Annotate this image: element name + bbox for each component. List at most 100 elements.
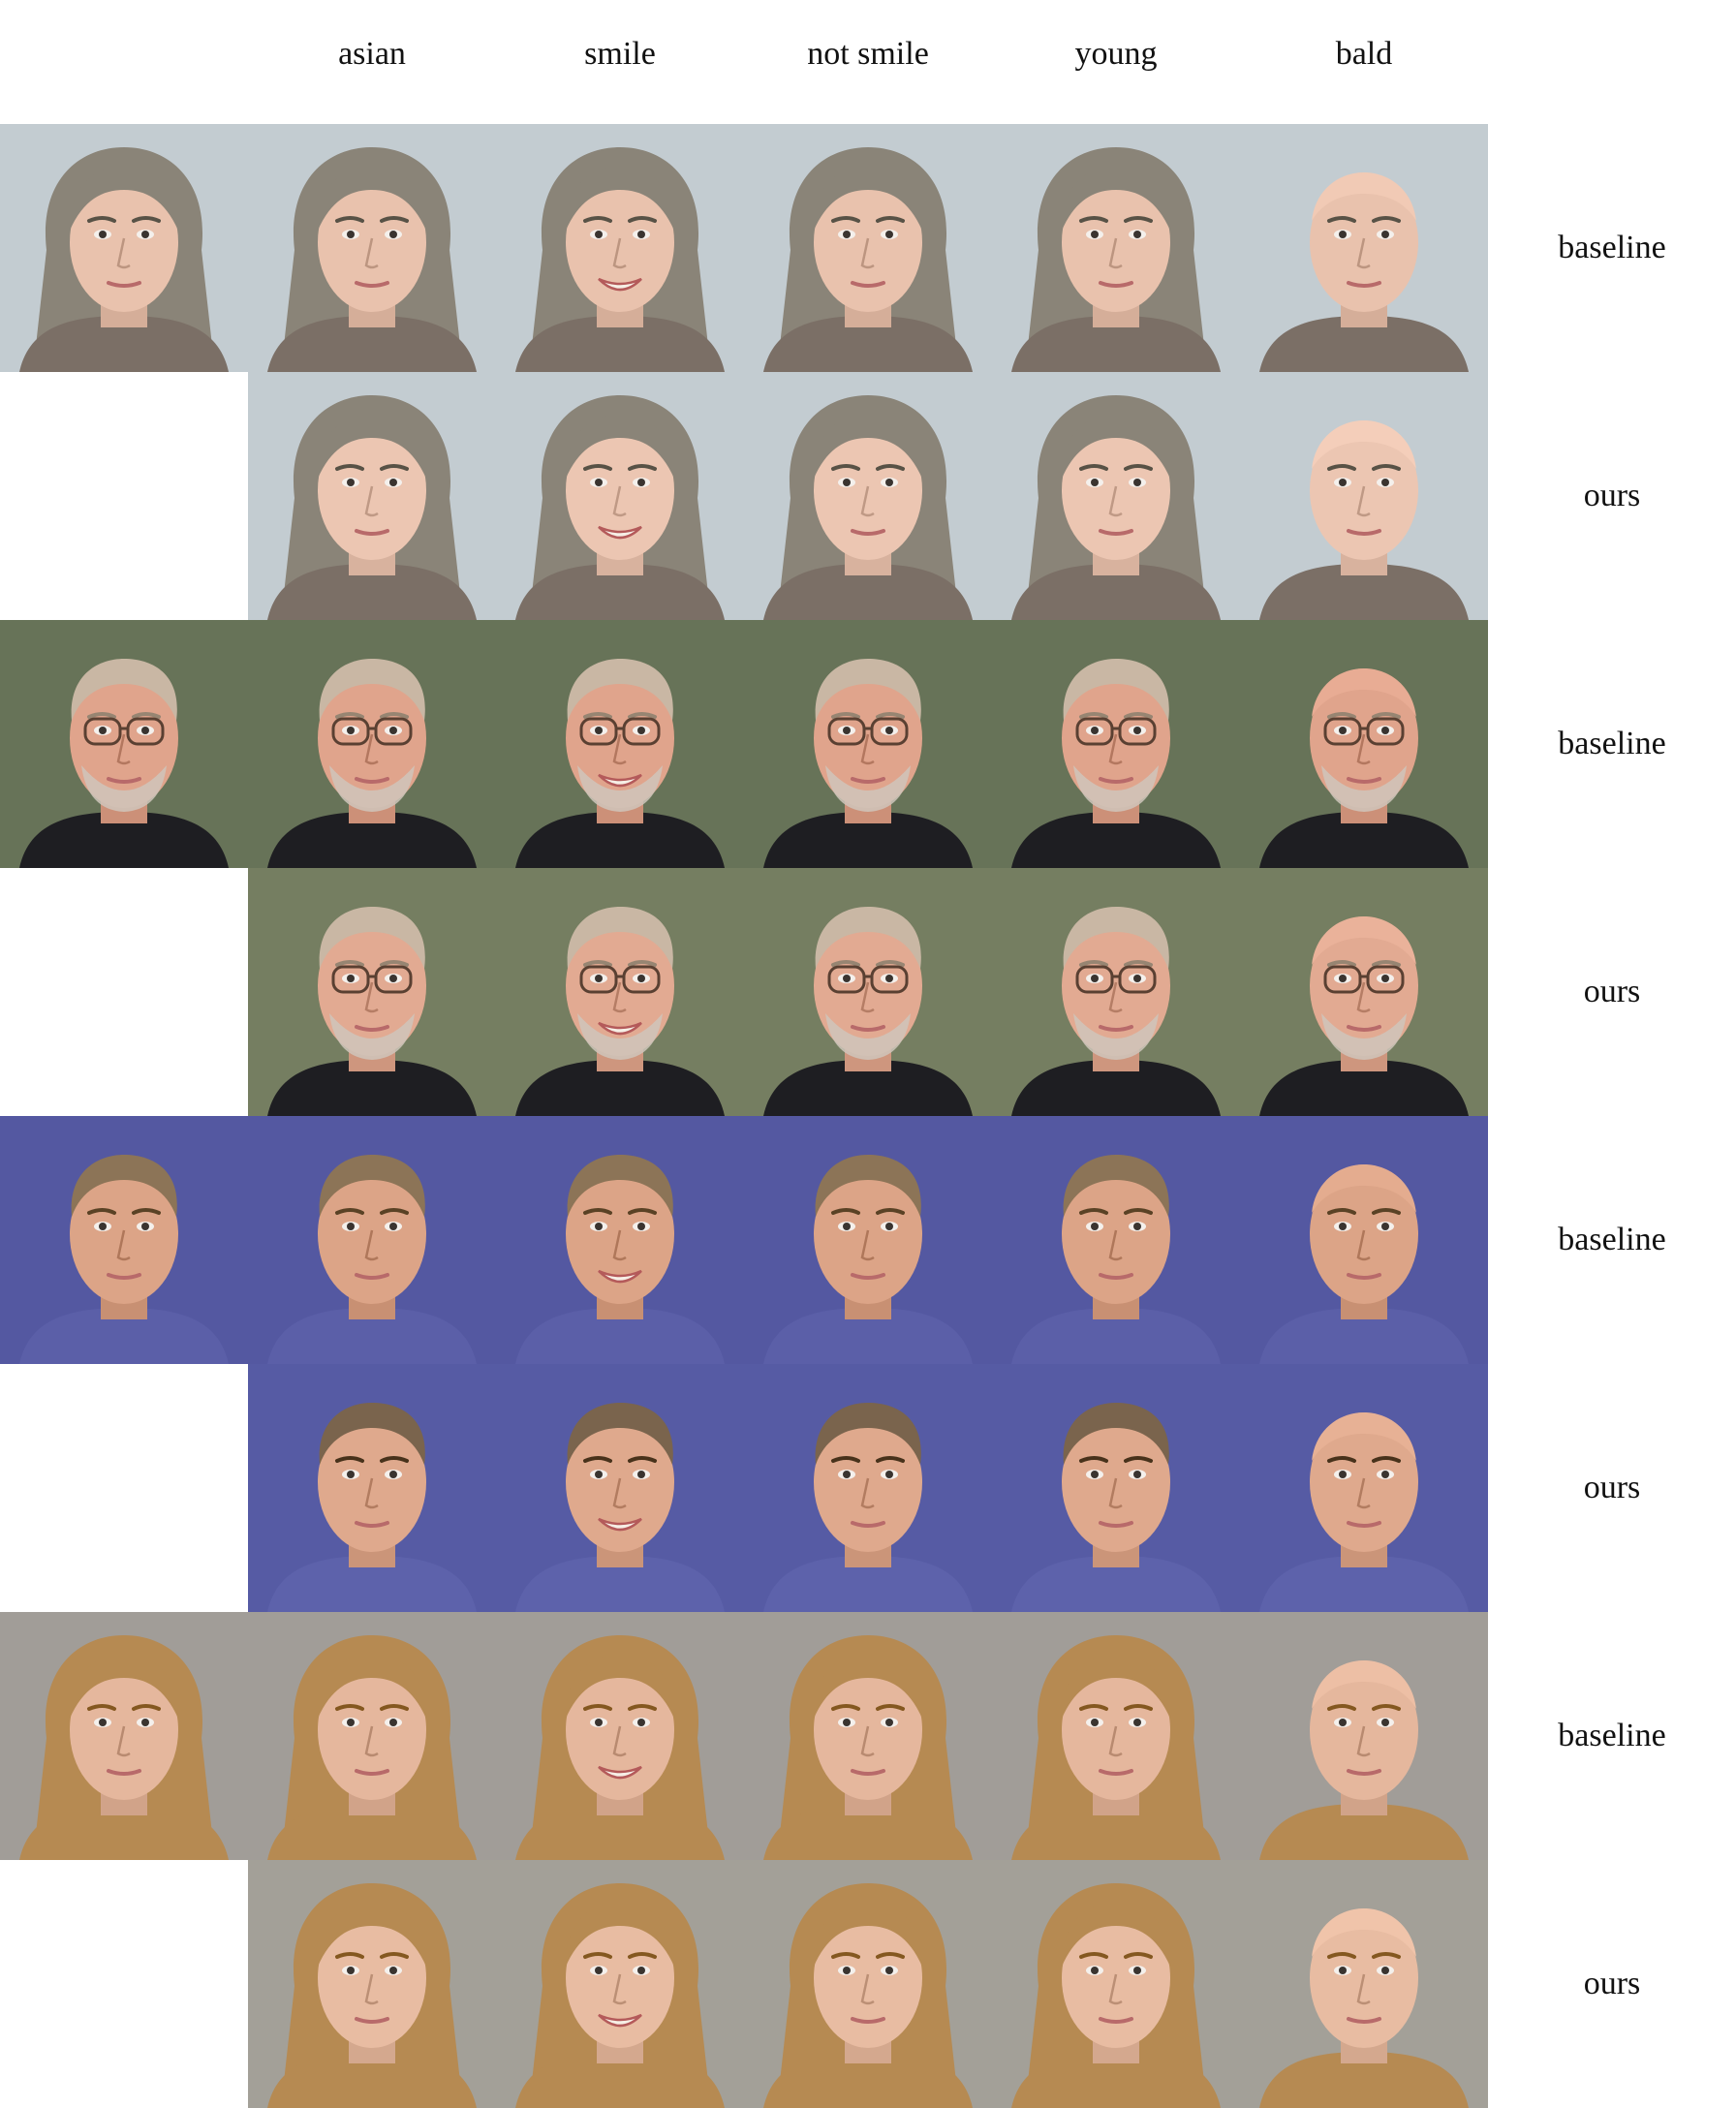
right-pupil — [1133, 975, 1141, 982]
hair-top — [566, 415, 674, 479]
left-eyebrow — [583, 1952, 612, 1959]
right-eyebrow — [1372, 1208, 1401, 1215]
mouth — [107, 1273, 141, 1280]
left-eyebrow — [1327, 1456, 1356, 1463]
right-eyebrow — [876, 1456, 905, 1463]
nose — [364, 1229, 379, 1261]
photo-ours-young — [992, 868, 1240, 1116]
hair-top — [566, 1655, 674, 1719]
hair-top — [567, 1155, 673, 1217]
beard — [329, 765, 415, 812]
shoulders — [763, 316, 973, 372]
mouth — [1099, 1025, 1133, 1032]
nose — [1108, 1229, 1123, 1261]
shoulders — [1259, 1060, 1469, 1116]
left-pupil — [843, 975, 851, 982]
mouth — [851, 1025, 885, 1032]
left-eyebrow — [831, 1952, 860, 1959]
right-eyebrow — [1124, 1456, 1153, 1463]
glasses-left-lens — [83, 717, 122, 746]
hair-top — [318, 167, 426, 231]
left-eyebrow — [583, 960, 612, 967]
nose — [1108, 237, 1123, 269]
right-eyebrow — [1124, 1952, 1153, 1959]
right-pupil — [637, 231, 645, 238]
nose — [1356, 1973, 1371, 2005]
hair-top — [319, 907, 425, 969]
column-header-young: young — [1074, 36, 1158, 72]
column-header-not-smile: not smile — [807, 36, 929, 72]
smiling-mouth — [598, 2013, 642, 2028]
hair-top — [815, 659, 921, 721]
glasses-right-lens — [1366, 965, 1405, 994]
shoulders — [515, 2052, 725, 2108]
right-eyebrow — [380, 712, 409, 719]
photo-baseline-not-smile — [744, 1612, 992, 1860]
hair-top — [1062, 1903, 1170, 1967]
mouth — [107, 1769, 141, 1776]
left-eyebrow — [87, 216, 116, 223]
right-pupil — [1133, 479, 1141, 486]
left-pupil — [1091, 479, 1099, 486]
mouth — [1347, 1273, 1381, 1280]
shoulders — [1011, 1060, 1221, 1116]
glasses-left-lens — [331, 717, 370, 746]
glasses-left-lens — [1323, 717, 1362, 746]
right-eyebrow — [380, 1208, 409, 1215]
right-pupil — [885, 975, 893, 982]
photo-baseline-young — [992, 620, 1240, 868]
left-eyebrow — [1079, 1208, 1108, 1215]
right-eyebrow — [1372, 464, 1401, 471]
shoulders — [1259, 1308, 1469, 1364]
left-pupil — [1091, 975, 1099, 982]
bald-scalp — [1312, 668, 1416, 717]
left-pupil — [595, 1719, 603, 1726]
bald-scalp — [1312, 1908, 1416, 1957]
photo-ours-asian — [248, 372, 496, 620]
left-pupil — [99, 1719, 107, 1726]
shoulders — [1011, 316, 1221, 372]
bald-scalp — [1312, 1412, 1416, 1461]
nose — [1108, 1477, 1123, 1509]
right-eyebrow — [876, 960, 905, 967]
nose — [364, 1725, 379, 1757]
nose — [1108, 1725, 1123, 1757]
hair-top — [71, 659, 177, 721]
hair-top — [1063, 1155, 1169, 1217]
nose — [1108, 733, 1123, 765]
glasses-right-lens — [1118, 965, 1157, 994]
shoulders — [763, 2052, 973, 2108]
photo-baseline-young — [992, 1116, 1240, 1364]
right-eyebrow — [380, 1456, 409, 1463]
nose — [364, 981, 379, 1013]
right-pupil — [1133, 1967, 1141, 1974]
glasses-right-lens — [374, 717, 413, 746]
nose — [116, 1725, 131, 1757]
right-pupil — [141, 231, 149, 238]
hair-top — [318, 1655, 426, 1719]
mouth — [1347, 281, 1381, 288]
left-pupil — [1339, 1471, 1347, 1478]
bald-scalp — [1312, 916, 1416, 965]
right-eyebrow — [628, 464, 657, 471]
photo-baseline-bald — [1240, 124, 1488, 372]
photo-ours-not-smile — [744, 1860, 992, 2108]
left-pupil — [1339, 1967, 1347, 1974]
left-pupil — [843, 1223, 851, 1230]
right-pupil — [1381, 479, 1389, 486]
left-pupil — [843, 1719, 851, 1726]
row-label-ours: ours — [1583, 1470, 1641, 1505]
photo-baseline-smile — [496, 1116, 744, 1364]
photo-ours-asian — [248, 1364, 496, 1612]
left-eyebrow — [1327, 1952, 1356, 1959]
glasses-right-lens — [126, 717, 165, 746]
mouth — [355, 2017, 389, 2024]
left-eyebrow — [1327, 1208, 1356, 1215]
photo-baseline-not-smile — [744, 620, 992, 868]
right-pupil — [389, 1967, 397, 1974]
nose — [612, 981, 627, 1013]
left-pupil — [843, 1967, 851, 1974]
nose — [860, 1477, 875, 1509]
left-pupil — [595, 1471, 603, 1478]
left-pupil — [347, 1719, 355, 1726]
